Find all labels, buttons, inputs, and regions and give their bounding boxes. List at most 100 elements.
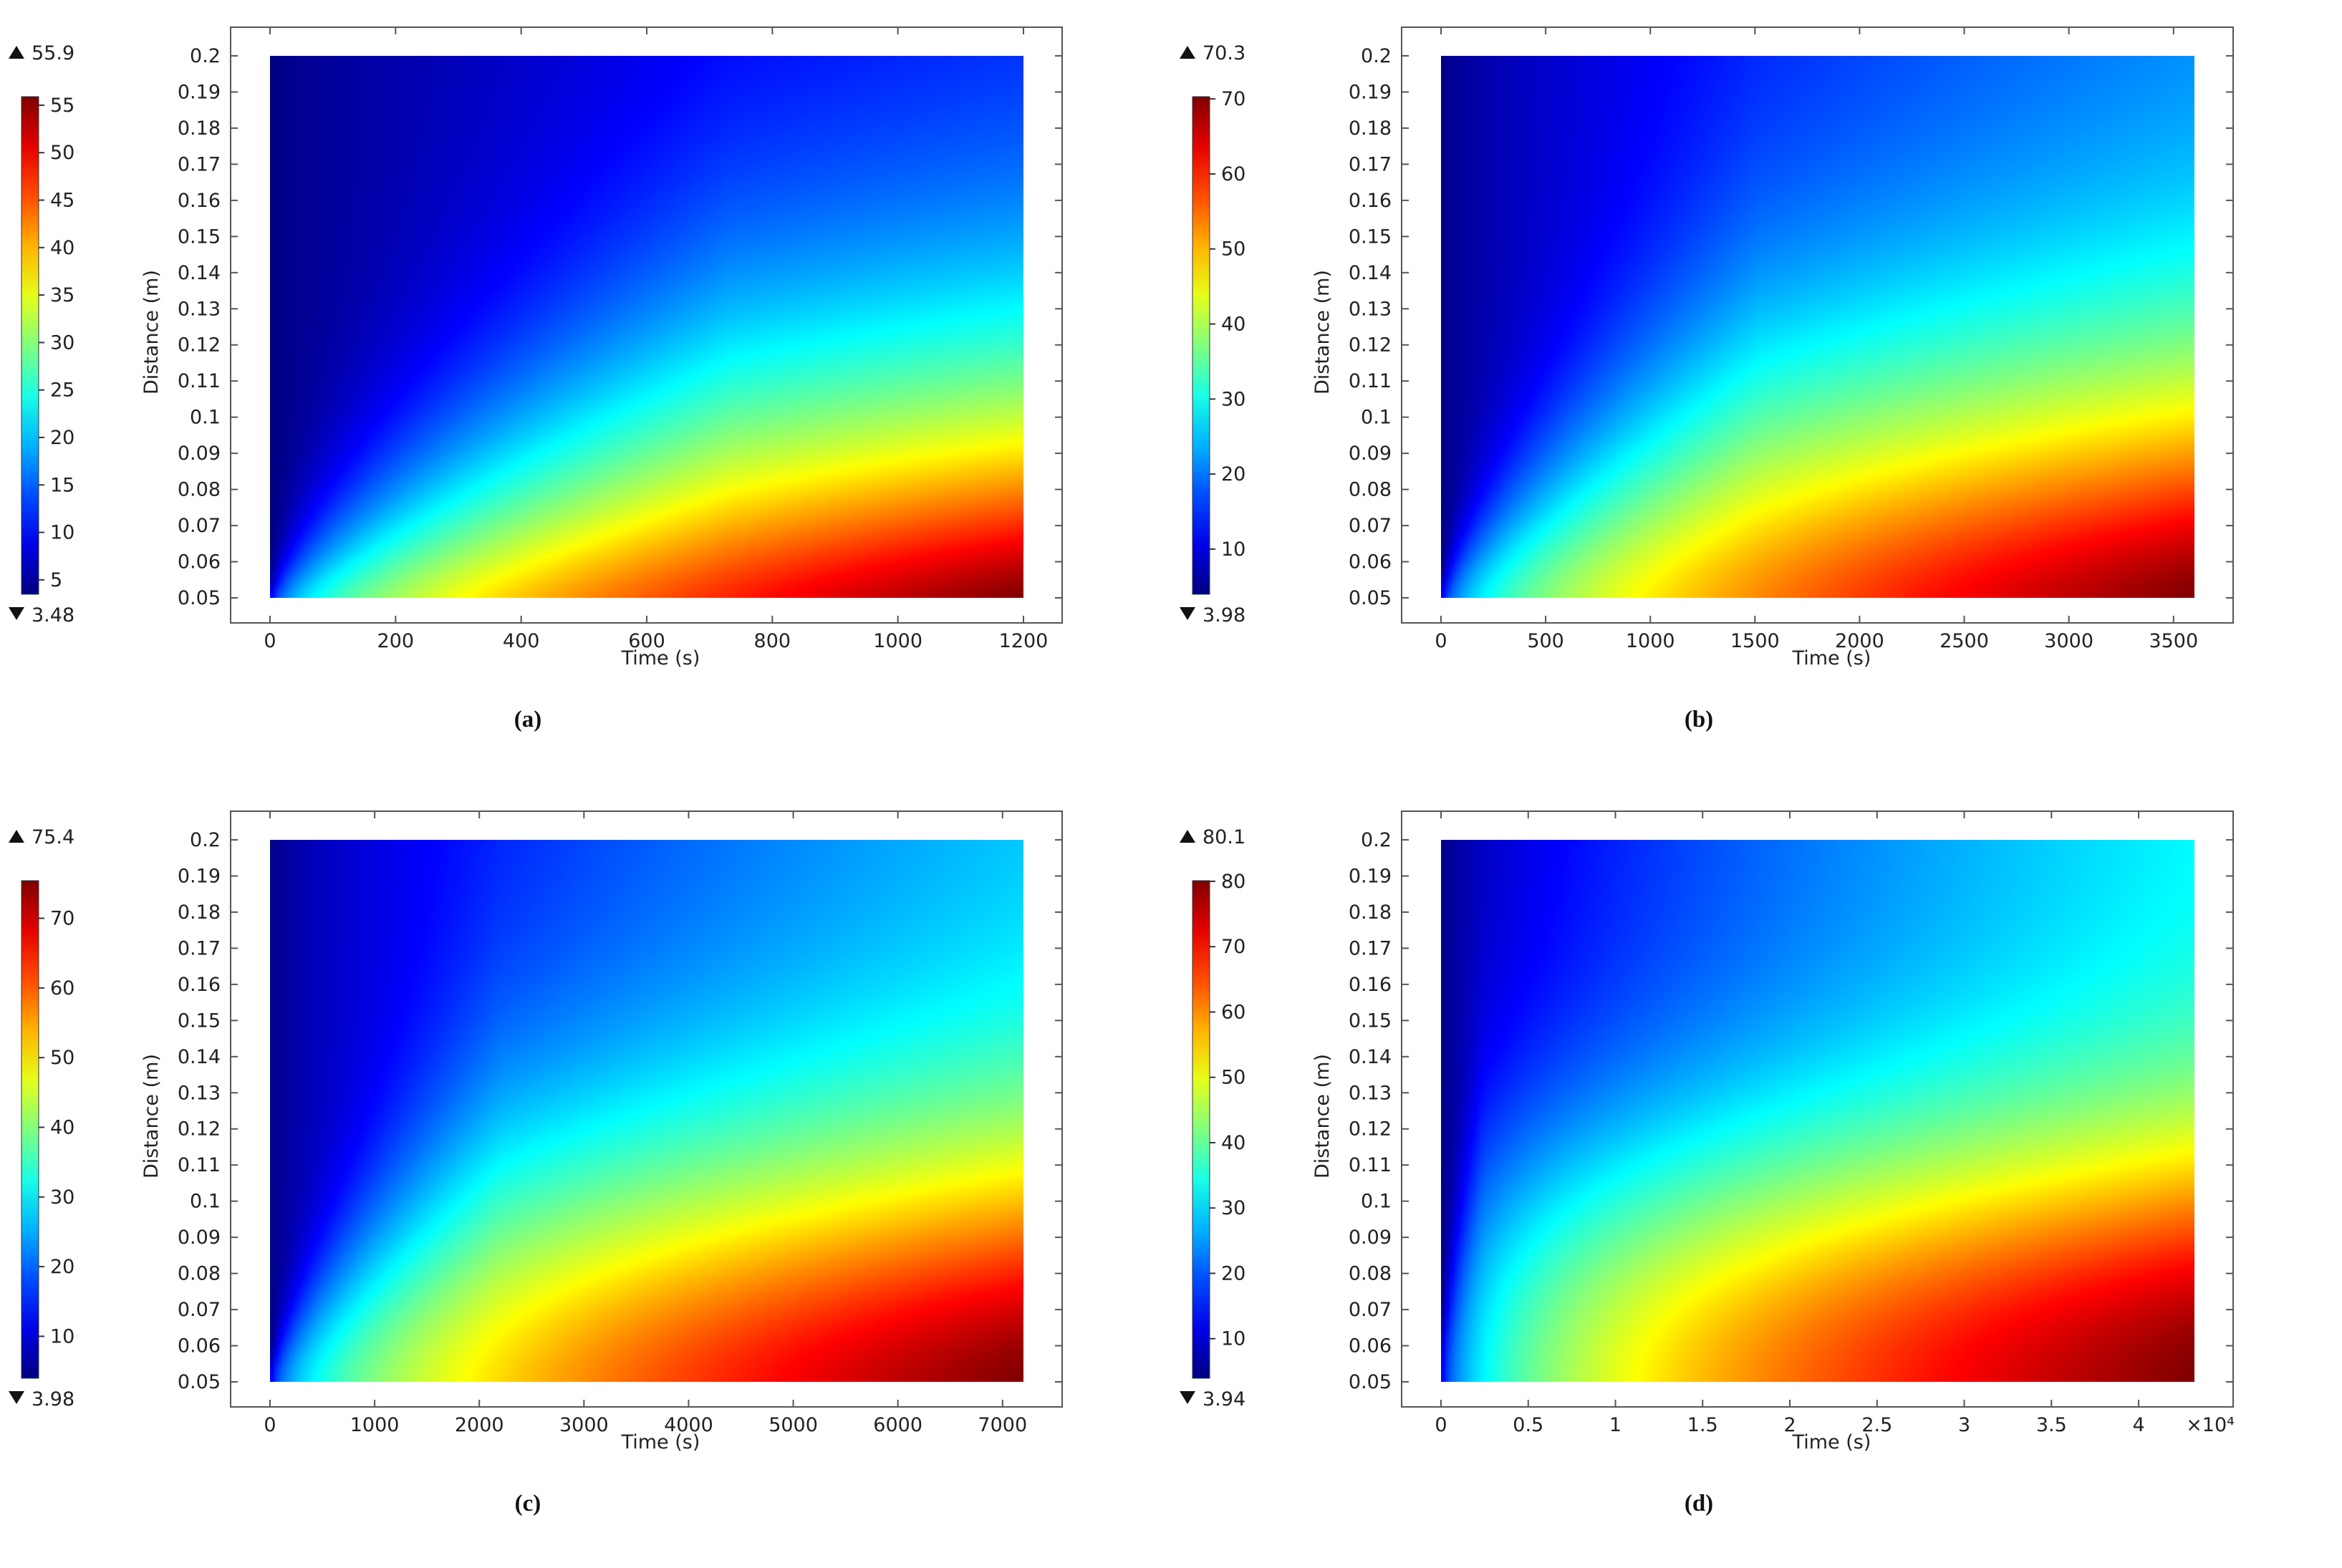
x-tick-label: 2000 [455,1414,504,1436]
y-axis-label: Distance (m) [1311,1054,1334,1179]
chart-panel-c: 0.05 0.06 0.07 0.08 0.09 0.1 0.11 0.12 0.13 0.14 0… [0,784,1171,1568]
y-tick-label: 0.17 [178,937,221,959]
x-tick-label: 3000 [559,1414,609,1436]
colorbar-min-marker [1180,1391,1195,1404]
y-tick-label: 0.07 [178,515,221,537]
panel-caption: (b) [1685,707,1713,732]
chart-panel-d: 0.05 0.06 0.07 0.08 0.09 0.1 0.11 0.12 0.13 0.14 0… [1171,784,2342,1568]
chart-panel-a: 0.05 0.06 0.07 0.08 0.09 0.1 0.11 0.12 0.13 0.14 0… [0,0,1171,784]
heatmap-field [270,56,1023,598]
colorbar-tick-label: 50 [1221,1067,1245,1089]
colorbar-tick-label: 30 [1221,1197,1245,1219]
y-tick-label: 0.12 [178,334,221,357]
heatmap-field [1441,840,2194,1382]
y-axis-label: Distance (m) [140,270,163,395]
colorbar [21,880,39,1379]
colorbar-tick-label: 50 [50,1047,74,1069]
y-tick-label: 0.14 [1349,262,1392,284]
y-tick-label: 0.09 [178,1226,221,1249]
panel-caption: (d) [1685,1491,1713,1516]
heatmap-field [270,840,1023,1382]
chart-panel-b: 0.05 0.06 0.07 0.08 0.09 0.1 0.11 0.12 0.13 0.14 0… [1171,0,2342,784]
y-tick-label: 0.08 [1349,479,1392,501]
x-tick-label: 2.5 [1861,1414,1892,1436]
y-tick-label: 0.09 [178,442,221,465]
colorbar-tick-label: 60 [1221,1001,1245,1023]
x-tick-label: 600 [628,630,665,652]
y-tick-label: 0.18 [1349,117,1392,140]
x-tick-label: 0 [1435,630,1447,652]
y-tick-label: 0.1 [1361,1191,1392,1213]
colorbar-max-marker [9,46,24,59]
heatmap-chart: 0.05 0.06 0.07 0.08 0.09 0.1 0.11 0.12 0.13 0.14 0… [9,810,1063,1516]
y-tick-label: 0.12 [1349,334,1392,357]
x-tick-label: 1000 [1626,630,1675,652]
colorbar-tick-label: 30 [50,1186,74,1209]
colorbar-tick-label: 70 [50,908,74,930]
y-tick-label: 0.15 [1349,226,1392,248]
x-tick-label: 500 [1527,630,1564,652]
y-tick-label: 0.15 [1349,1010,1392,1032]
y-tick-label: 0.16 [1349,190,1392,212]
colorbar-max-label: 75.4 [32,826,74,848]
colorbar-max-marker [9,830,24,843]
colorbar-tick-label: 40 [50,1116,74,1138]
colorbar [21,96,39,595]
y-tick-label: 0.2 [1361,829,1392,851]
x-tick-label: 2500 [1939,630,1989,652]
x-axis-label: Time (s) [1792,1431,1871,1453]
y-axis-label: Distance (m) [1311,270,1334,395]
colorbar-tick-label: 35 [50,284,74,306]
x-tick-label: 6000 [873,1414,922,1436]
colorbar-min-marker [1180,607,1195,620]
colorbar-tick-label: 10 [1221,538,1245,561]
colorbar-tick-label: 30 [50,331,74,354]
colorbar-tick-label: 30 [1221,388,1245,410]
x-tick-label: 7000 [978,1414,1027,1436]
y-tick-label: 0.14 [178,262,221,284]
colorbar-tick-label: 80 [1221,871,1245,893]
y-tick-label: 0.16 [178,190,221,212]
y-tick-label: 0.11 [1349,1154,1392,1176]
y-tick-label: 0.08 [178,1263,221,1285]
x-axis-label: Time (s) [621,1431,700,1453]
colorbar-tick-label: 10 [50,522,74,544]
colorbar-tick-label: 70 [1221,88,1245,110]
colorbar-tick-label: 45 [50,190,74,212]
colorbar [1192,880,1210,1379]
y-tick-label: 0.19 [1349,81,1392,103]
x-tick-label: 2 [1783,1414,1796,1436]
x-axis-multiplier: ×10⁴ [2186,1414,2235,1436]
y-tick-label: 0.06 [178,1335,221,1358]
x-tick-label: 0 [1435,1414,1447,1436]
y-tick-label: 0.05 [178,1371,221,1393]
x-tick-label: 0.5 [1513,1414,1543,1436]
colorbar-tick-label: 55 [50,95,74,117]
y-tick-label: 0.16 [1349,974,1392,996]
y-tick-label: 0.08 [1349,1263,1392,1285]
heatmap-chart: 0.05 0.06 0.07 0.08 0.09 0.1 0.11 0.12 0.13 0.14 0… [1180,26,2234,732]
panel-caption: (a) [514,707,541,732]
y-tick-label: 0.17 [1349,153,1392,175]
y-tick-label: 0.07 [1349,515,1392,537]
heatmap-chart: 0.05 0.06 0.07 0.08 0.09 0.1 0.11 0.12 0.13 0.14 0… [1180,810,2235,1516]
colorbar-tick-label: 10 [1221,1328,1245,1350]
y-tick-label: 0.08 [178,479,221,501]
x-tick-label: 2000 [1835,630,1884,652]
colorbar-min-label: 3.94 [1203,1388,1245,1410]
y-tick-label: 0.19 [178,81,221,103]
y-tick-label: 0.11 [1349,370,1392,392]
x-tick-label: 800 [754,630,791,652]
colorbar-min-label: 3.98 [1203,604,1245,626]
y-tick-label: 0.1 [190,407,221,429]
y-tick-label: 0.12 [178,1118,221,1141]
x-tick-label: 200 [377,630,415,652]
colorbar-tick-label: 70 [1221,936,1245,958]
y-tick-label: 0.12 [1349,1118,1392,1141]
y-tick-label: 0.16 [178,974,221,996]
y-tick-label: 0.1 [190,1191,221,1213]
colorbar-tick-label: 50 [1221,238,1245,261]
colorbar-max-label: 80.1 [1203,826,1245,848]
x-tick-label: 4 [2132,1414,2144,1436]
x-tick-label: 1000 [350,1414,400,1436]
